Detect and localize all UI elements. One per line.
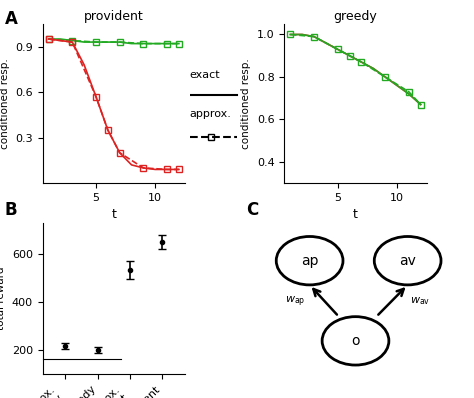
Y-axis label: total reward: total reward <box>0 267 6 330</box>
Y-axis label: conditioned resp.: conditioned resp. <box>241 58 251 149</box>
Text: ap: ap <box>301 254 319 268</box>
Text: B: B <box>5 201 18 219</box>
Text: C: C <box>246 201 259 219</box>
Y-axis label: conditioned resp.: conditioned resp. <box>0 58 9 149</box>
Text: approx.: approx. <box>190 109 231 119</box>
Title: greedy: greedy <box>334 10 377 23</box>
Text: A: A <box>5 10 18 28</box>
Text: o: o <box>351 334 360 348</box>
Text: $w_{\mathrm{av}}$: $w_{\mathrm{av}}$ <box>410 296 430 307</box>
Text: exact: exact <box>190 70 220 80</box>
Title: provident: provident <box>84 10 144 23</box>
Text: av: av <box>399 254 416 268</box>
Text: $w_{\mathrm{ap}}$: $w_{\mathrm{ap}}$ <box>285 295 305 309</box>
X-axis label: t: t <box>111 209 116 221</box>
X-axis label: t: t <box>353 209 358 221</box>
